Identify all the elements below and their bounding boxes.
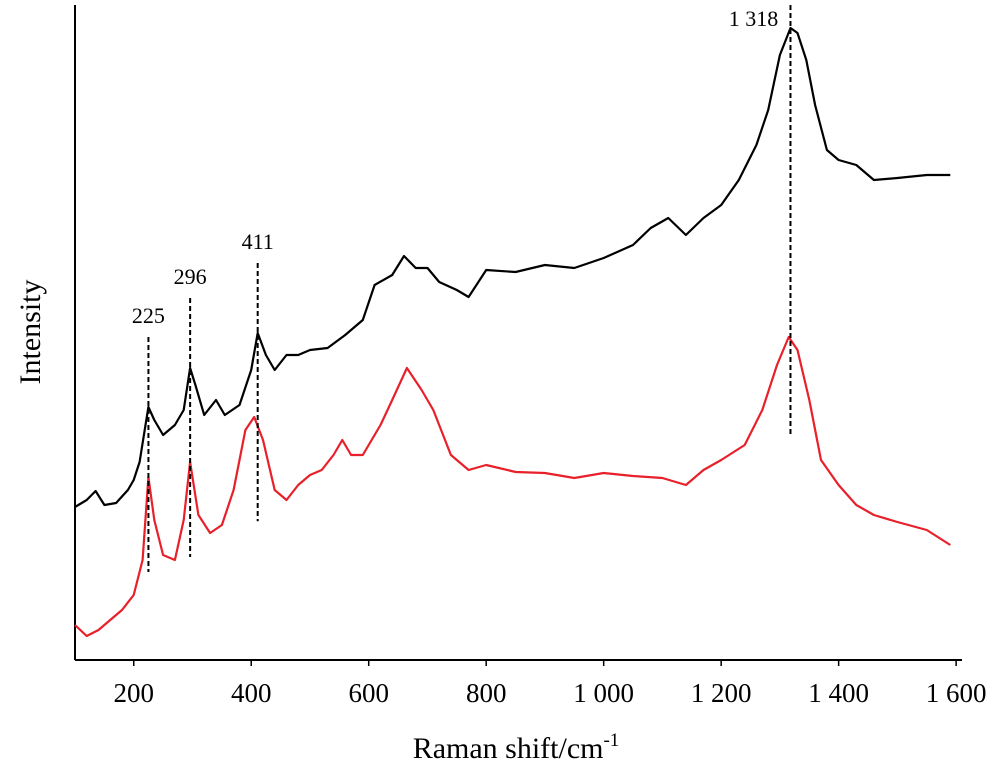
x-tick-label: 600	[348, 678, 389, 708]
x-tick-label: 800	[466, 678, 507, 708]
x-tick-label: 200	[113, 678, 154, 708]
spectrum-line	[74, 26, 951, 508]
x-axis-title-sup: -1	[603, 730, 619, 751]
spectrum-line	[74, 335, 951, 638]
x-tick-label: 1 600	[926, 678, 987, 708]
x-axis-title-text: Raman shift/cm	[413, 732, 604, 765]
peak-label: 296	[174, 264, 207, 289]
x-tick-label: 1 000	[573, 678, 634, 708]
y-axis-title: Intensity	[14, 280, 47, 385]
x-tick-label: 400	[231, 678, 272, 708]
x-tick-label: 1 400	[808, 678, 869, 708]
peak-label: 411	[242, 229, 274, 254]
x-tick-label: 1 200	[691, 678, 752, 708]
x-axis-title: Raman shift/cm-1	[413, 730, 620, 765]
peak-label: 1 318	[729, 6, 779, 31]
peak-label: 225	[132, 303, 165, 328]
